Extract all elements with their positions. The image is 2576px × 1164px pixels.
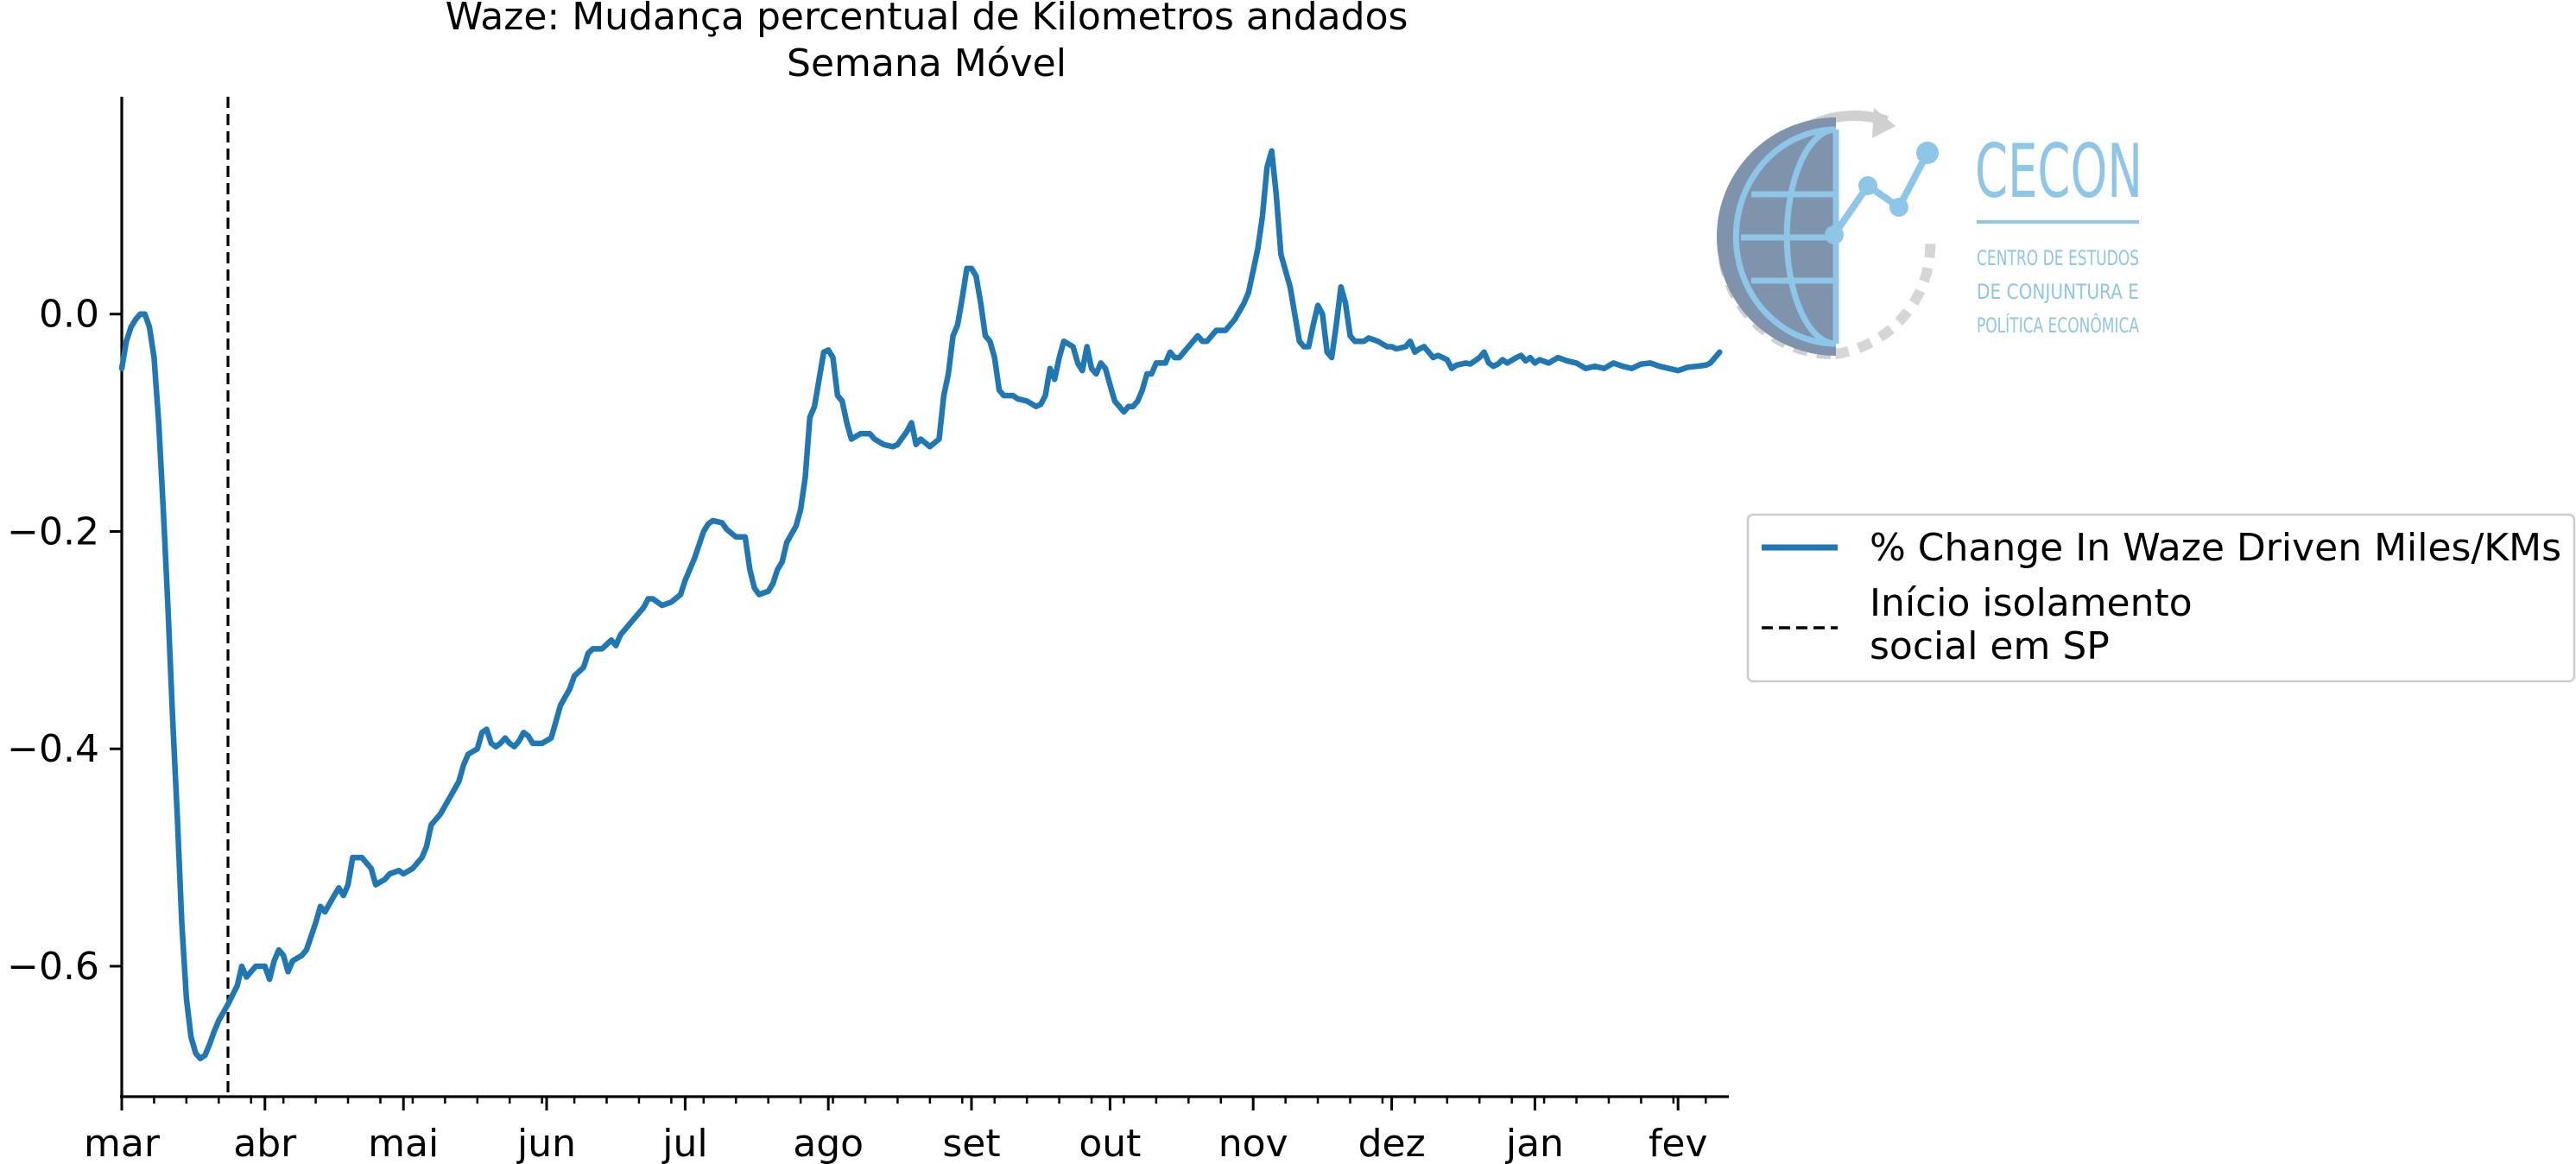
x-tick-label: jul [661, 1122, 707, 1164]
x-ticks: mar abr mai jun jul ago set out nov dez jan fev [84, 1097, 1707, 1164]
logo-gray-ring-dashed [1834, 237, 1936, 359]
logo-line-1: CENTRO DE ESTUDOS [1977, 246, 2139, 270]
x-tick-label: nov [1218, 1122, 1288, 1164]
y-tick-label: −0.6 [7, 945, 99, 989]
x-tick-label: ago [793, 1122, 864, 1164]
legend: % Change In Waze Driven Miles/KMs Início… [1746, 513, 2576, 683]
x-tick-label: mar [84, 1122, 161, 1164]
x-tick-label: set [942, 1122, 1000, 1164]
y-tick-label: 0.0 [39, 293, 99, 337]
cecon-logo: CECON CENTRO DE ESTUDOS DE CONJUNTURA E … [1717, 108, 2142, 359]
x-tick-label: dez [1358, 1122, 1426, 1164]
chart-title: Waze: Mudança percentual de Kilometros a… [446, 0, 1408, 39]
y-axis: 0.0 −0.2 −0.4 −0.6 [7, 97, 123, 1098]
x-minor-ticks [120, 1097, 1707, 1104]
legend-label-series: % Change In Waze Driven Miles/KMs [1870, 526, 2561, 570]
series-line [118, 148, 1723, 1062]
logo-line-2: DE CONJUNTURA E [1977, 280, 2139, 304]
legend-label-vline-line-1: Início isolamento [1870, 581, 2193, 625]
x-tick-label: jan [1505, 1122, 1564, 1164]
logo-name: CECON [1975, 129, 2142, 215]
y-tick-label: −0.4 [7, 727, 99, 771]
x-tick-label: jun [516, 1122, 576, 1164]
y-ticks: 0.0 −0.2 −0.4 −0.6 [7, 293, 122, 989]
y-tick-label: −0.2 [7, 509, 99, 554]
x-tick-label: fev [1649, 1122, 1708, 1164]
logo-line-3: POLÍTICA ECONÔMICA [1977, 312, 2139, 338]
x-tick-label: mai [368, 1122, 439, 1164]
chart-subtitle: Semana Móvel [787, 41, 1066, 85]
x-tick-label: out [1079, 1122, 1141, 1164]
x-axis: mar abr mai jun jul ago set out nov dez jan fev [84, 1095, 1729, 1164]
logo-arrow-head [1872, 108, 1896, 138]
legend-frame [1746, 513, 2576, 683]
legend-label-vline-line-2: social em SP [1870, 624, 2110, 668]
x-tick-label: abr [233, 1122, 297, 1164]
logo-trend-line [1825, 142, 1939, 244]
series-layer [118, 148, 1723, 1062]
